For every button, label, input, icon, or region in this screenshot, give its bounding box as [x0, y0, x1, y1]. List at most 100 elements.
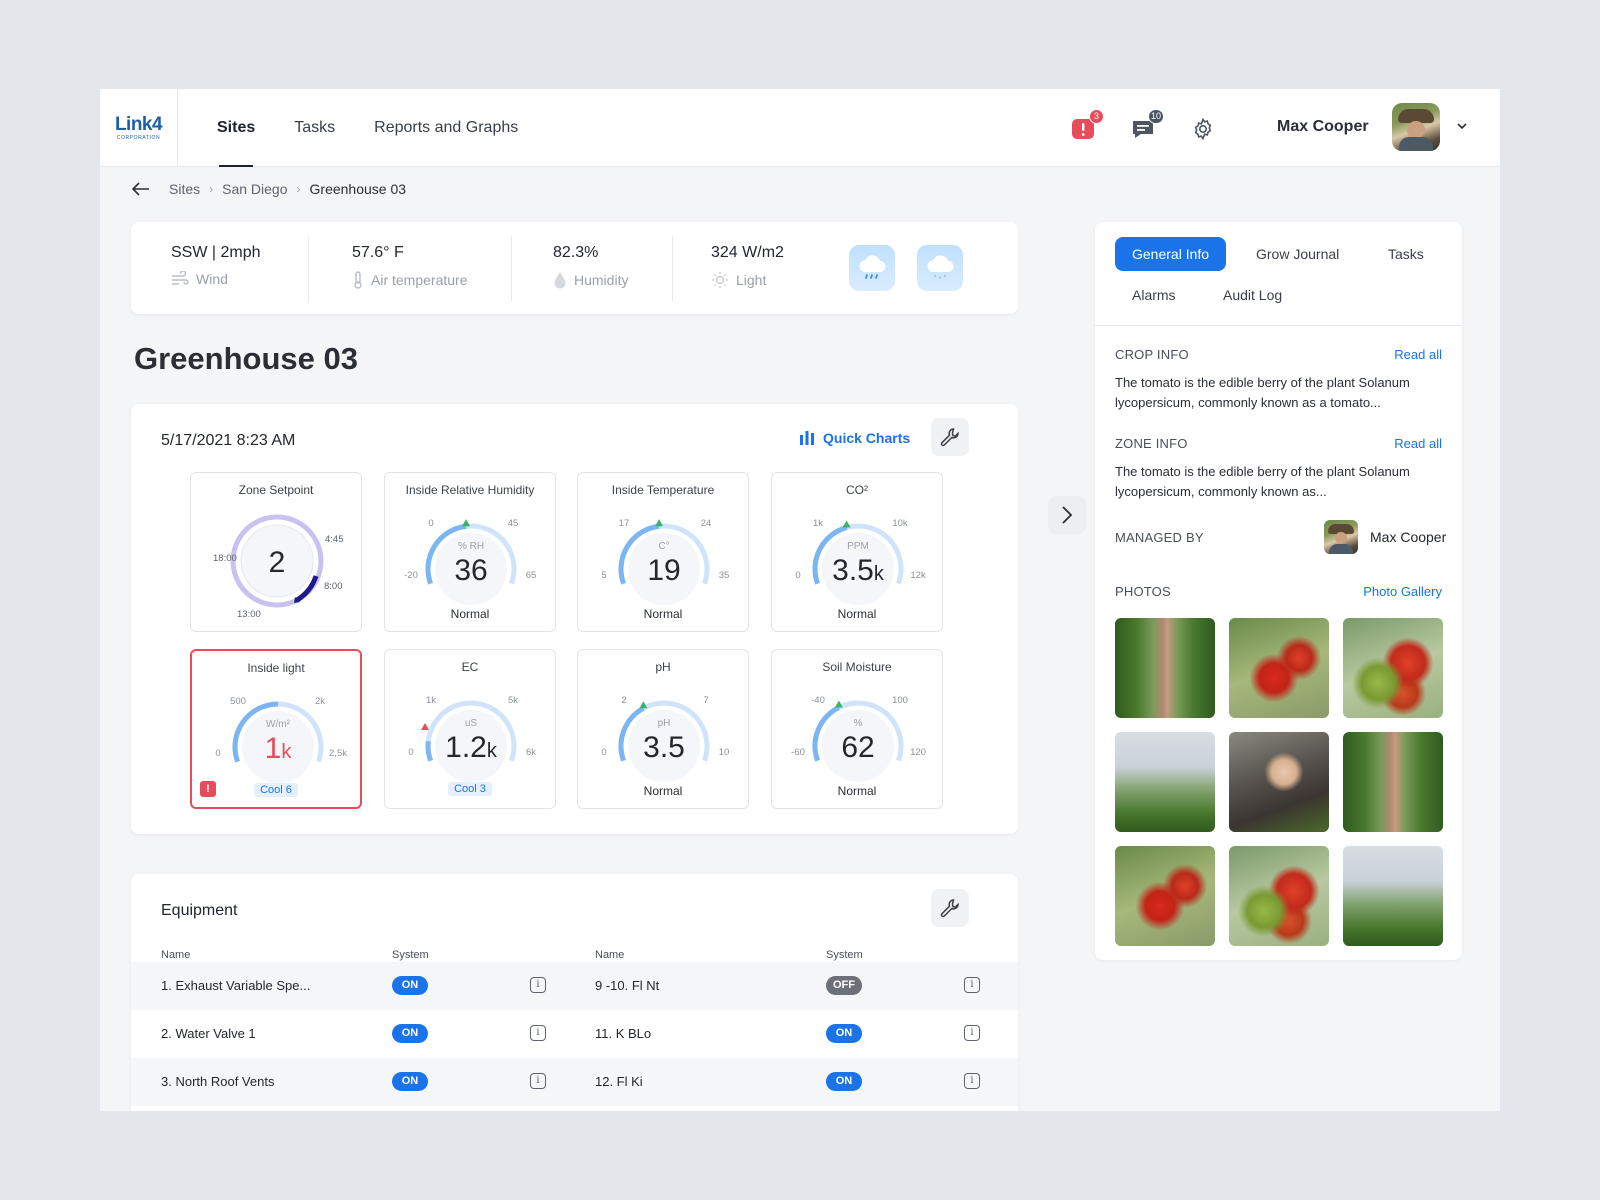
rain-forecast-icon[interactable]: [849, 245, 895, 291]
system-toggle[interactable]: ON: [826, 1072, 862, 1091]
gauge-value-suffix: k: [874, 563, 885, 585]
gauge-title: Inside light: [247, 661, 305, 675]
humidity-label: Humidity: [574, 272, 629, 288]
droplet-icon: [554, 272, 566, 289]
back-arrow-icon[interactable]: [132, 182, 150, 196]
zone-setpoint-value: 2: [269, 546, 286, 579]
zone-info-read-all-link[interactable]: Read all: [1394, 436, 1442, 451]
gauge-card[interactable]: Inside light 500 2k 0 2,5k W/m² 1k Cool 6!: [190, 649, 362, 809]
gauge-value-number: 62: [841, 731, 874, 764]
alert-icon[interactable]: !: [200, 781, 216, 797]
gauge-unit: pH: [658, 718, 671, 729]
gauge-status: Normal: [643, 784, 683, 798]
humidity-value: 82.3%: [553, 244, 599, 261]
bar-chart-icon: [800, 431, 814, 445]
gauge-value-number: 1: [265, 732, 282, 765]
gauge-card[interactable]: pH 2 7 0 10 pH 3.5 Normal: [577, 649, 749, 809]
alerts-button[interactable]: 3: [1070, 109, 1104, 142]
crop-info-read-all-link[interactable]: Read all: [1394, 347, 1442, 362]
photo-thumbnail[interactable]: [1229, 846, 1329, 946]
weather-light: 324 W/m2 Light: [711, 244, 784, 289]
equipment-name: 11. K BLo: [595, 1026, 652, 1041]
messages-button[interactable]: 10: [1130, 109, 1164, 142]
photo-thumbnail[interactable]: [1229, 618, 1329, 718]
target-marker-icon: [462, 519, 471, 527]
nav-reports-and-graphs[interactable]: Reports and Graphs: [374, 119, 519, 136]
system-toggle[interactable]: ON: [392, 976, 428, 995]
nav-tasks[interactable]: Tasks: [294, 119, 336, 136]
photo-thumbnail[interactable]: [1343, 846, 1443, 946]
table-row: 1. Exhaust Variable Spe... ON i 9 -10. Fl N…: [131, 962, 1018, 1010]
app-window: Link4 CORPORATION Sites Tasks Reports an…: [100, 89, 1500, 1111]
system-toggle[interactable]: OFF: [826, 976, 862, 995]
next-metrics-button[interactable]: [1048, 496, 1086, 534]
photo-thumbnail[interactable]: [1115, 618, 1215, 718]
alert-icon: [1072, 119, 1094, 139]
air-temperature-value: 57.6° F: [352, 244, 404, 261]
target-marker-icon: [842, 520, 851, 528]
snow-forecast-icon[interactable]: [917, 245, 963, 291]
info-icon[interactable]: i: [964, 1073, 980, 1089]
manager-avatar[interactable]: [1324, 520, 1358, 554]
gauge-card[interactable]: Inside Relative Humidity 0 45 -20 65 % RH 36 No…: [384, 472, 556, 632]
equipment-settings-button[interactable]: [931, 889, 969, 927]
breadcrumb-sites[interactable]: Sites: [169, 181, 201, 197]
photo-thumbnail[interactable]: [1115, 732, 1215, 832]
weather-air-temperature: 57.6° F Air temperature: [352, 244, 467, 289]
page-title: Greenhouse 03: [134, 341, 358, 376]
tab-alarms[interactable]: Alarms: [1132, 287, 1176, 303]
photo-thumbnail[interactable]: [1343, 618, 1443, 718]
system-toggle[interactable]: ON: [826, 1024, 862, 1043]
gauge-title: pH: [655, 660, 671, 674]
gauge-card[interactable]: CO² 1k 10k 0 12k PPM 3.5k Normal: [771, 472, 943, 632]
tab-audit-log[interactable]: Audit Log: [1223, 287, 1283, 303]
info-icon[interactable]: i: [530, 1073, 546, 1089]
gauge-max-label: 65: [526, 570, 537, 581]
weather-wind: SSW | 2mph Wind: [171, 244, 261, 287]
nav-sites[interactable]: Sites: [217, 89, 255, 167]
chevron-down-icon[interactable]: [1455, 119, 1469, 138]
gauge-card[interactable]: Soil Moisture -40 100 -60 120% 62 Normal: [771, 649, 943, 809]
system-toggle[interactable]: ON: [392, 1072, 428, 1091]
gauge-low-label: 500: [230, 696, 246, 707]
breadcrumb-current: Greenhouse 03: [309, 181, 407, 197]
zone-setpoint-dial: 2 18:00 4:45 8:00 13:00: [213, 514, 344, 620]
wind-icon: [172, 271, 189, 285]
gauge-dial: 2 7 0 10 pH 3.5: [601, 695, 729, 782]
user-name[interactable]: Max Cooper: [1277, 118, 1369, 135]
manager-name[interactable]: Max Cooper: [1370, 529, 1447, 545]
equipment-name: 9 -10. Fl Nt: [595, 978, 660, 993]
link4-logo[interactable]: Link4 CORPORATION: [100, 89, 178, 167]
tab-grow-journal[interactable]: Grow Journal: [1256, 246, 1340, 262]
info-icon[interactable]: i: [964, 977, 980, 993]
photo-thumbnail[interactable]: [1343, 732, 1443, 832]
info-icon[interactable]: i: [530, 1025, 546, 1041]
quick-charts-button[interactable]: Quick Charts: [799, 430, 910, 446]
gauge-status-chip: Cool 6: [254, 783, 298, 797]
equipment-name: 1. Exhaust Variable Spe...: [161, 978, 311, 993]
metrics-settings-button[interactable]: [931, 418, 969, 456]
photo-thumbnail[interactable]: [1115, 846, 1215, 946]
light-label: Light: [736, 272, 767, 288]
tab-tasks[interactable]: Tasks: [1388, 246, 1424, 262]
zone-setpoint-gauge[interactable]: Zone Setpoint 2 18:00 4:45 8:00 13:00: [190, 472, 362, 632]
equipment-name: 2. Water Valve 1: [161, 1026, 256, 1041]
photo-thumbnail[interactable]: [1229, 732, 1329, 832]
breadcrumb-san-diego[interactable]: San Diego: [222, 181, 288, 197]
gauge-value: 36: [454, 554, 487, 587]
gauge-unit: W/m²: [266, 719, 291, 730]
settings-button[interactable]: [1190, 116, 1216, 142]
photo-gallery-link[interactable]: Photo Gallery: [1363, 584, 1442, 599]
equipment-card: Equipment Name System Name System 1. Exh…: [131, 874, 1018, 1111]
gauge-card[interactable]: EC 1k 5k 0 6k uS 1.2k Cool 3: [384, 649, 556, 809]
tab-general-info[interactable]: General Info: [1115, 237, 1227, 271]
info-icon[interactable]: i: [530, 977, 546, 993]
gauge-card[interactable]: Inside Temperature 17 24 5 35 C° 19 Normal: [577, 472, 749, 632]
info-icon[interactable]: i: [964, 1025, 980, 1041]
gauge-status: Normal: [643, 607, 683, 621]
gauge-dial: 1k 5k 0 6k uS 1.2k: [408, 695, 536, 782]
warning-marker-icon: [421, 723, 429, 730]
system-toggle[interactable]: ON: [392, 1024, 428, 1043]
user-avatar[interactable]: [1392, 103, 1440, 151]
gauge-max-label: 12k: [910, 570, 926, 581]
